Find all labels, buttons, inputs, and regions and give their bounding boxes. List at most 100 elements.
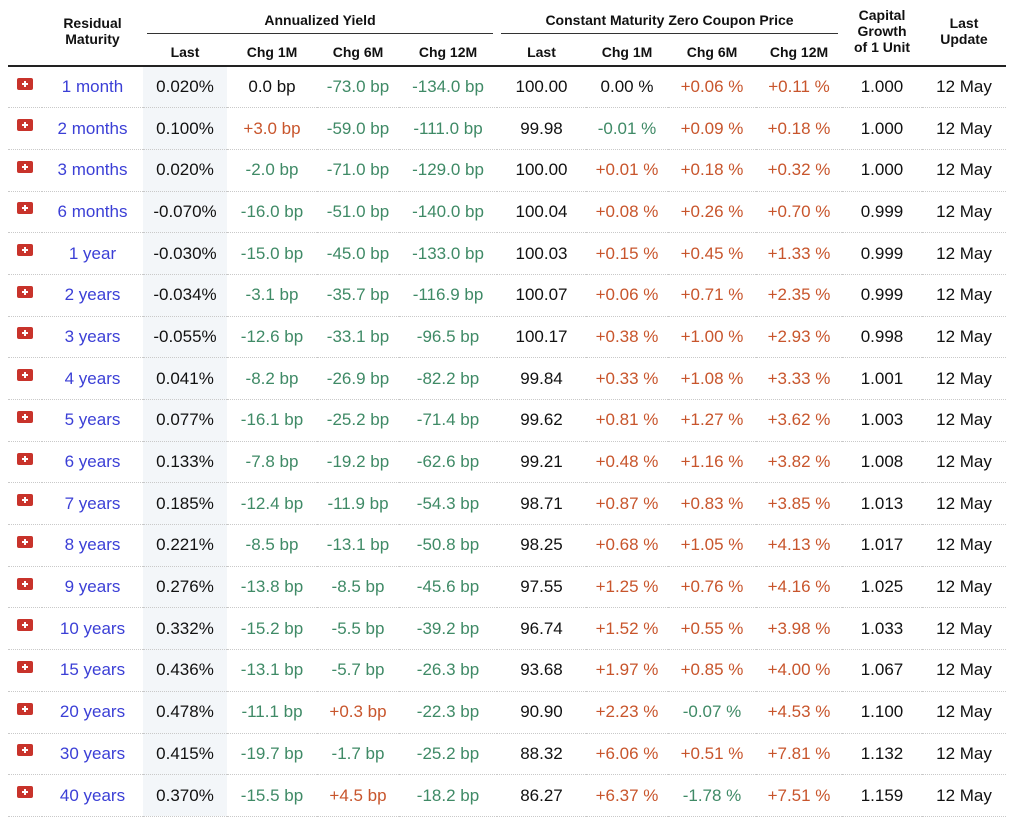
yield-chg-1m-cell: -13.8 bp bbox=[227, 565, 317, 608]
maturity-link[interactable]: 6 years bbox=[64, 452, 121, 472]
flag-cell bbox=[8, 565, 42, 608]
price-last-cell: 98.71 bbox=[497, 482, 586, 525]
maturity-link[interactable]: 9 years bbox=[64, 577, 121, 597]
price-chg-6m-cell: +0.55 % bbox=[668, 607, 756, 650]
swiss-flag-icon bbox=[17, 202, 33, 215]
maturity-link[interactable]: 3 months bbox=[57, 160, 128, 180]
yield-chg-6m-cell: -1.7 bp bbox=[317, 732, 399, 775]
flag-cell bbox=[8, 232, 42, 275]
maturity-link[interactable]: 4 years bbox=[64, 368, 121, 388]
swiss-flag-icon bbox=[17, 244, 33, 257]
swiss-flag-icon bbox=[17, 119, 33, 132]
price-last-cell: 100.17 bbox=[497, 315, 586, 358]
table-row: 30 years 0.415% -19.7 bp -1.7 bp -25.2 bp 88.… bbox=[8, 732, 1006, 775]
header-residual-maturity-line1: Residual bbox=[63, 14, 122, 31]
price-chg-12m-cell: +3.85 % bbox=[756, 482, 842, 525]
table-row: 9 years 0.276% -13.8 bp -8.5 bp -45.6 bp 97.5… bbox=[8, 565, 1006, 608]
price-chg-1m-cell: -0.01 % bbox=[586, 107, 668, 150]
maturity-link[interactable]: 20 years bbox=[59, 702, 126, 722]
maturity-link[interactable]: 1 month bbox=[61, 77, 124, 97]
price-chg-6m-cell: -0.07 % bbox=[668, 690, 756, 733]
yield-chg-12m-cell: -25.2 bp bbox=[399, 732, 497, 775]
yield-chg-6m-cell: -73.0 bp bbox=[317, 65, 399, 108]
price-chg-12m-cell: +0.32 % bbox=[756, 148, 842, 192]
yield-chg-12m-cell: -18.2 bp bbox=[399, 774, 497, 817]
yield-chg-1m-cell: -12.6 bp bbox=[227, 315, 317, 358]
price-chg-12m-cell: +1.33 % bbox=[756, 232, 842, 275]
maturity-link[interactable]: 40 years bbox=[59, 785, 126, 805]
price-chg-6m-cell: +0.76 % bbox=[668, 565, 756, 608]
yield-chg-12m-cell: -50.8 bp bbox=[399, 524, 497, 567]
yield-chg-6m-cell: -26.9 bp bbox=[317, 357, 399, 400]
last-update-cell: 12 May bbox=[922, 273, 1006, 317]
price-chg-1m-cell: +0.87 % bbox=[586, 482, 668, 525]
yield-last-cell: 0.478% bbox=[143, 690, 227, 733]
price-last-cell: 98.25 bbox=[497, 524, 586, 567]
flag-cell bbox=[8, 774, 42, 817]
price-chg-6m-cell: +0.26 % bbox=[668, 190, 756, 233]
price-chg-6m-cell: +1.00 % bbox=[668, 315, 756, 358]
header-capital-growth-line3: of 1 Unit bbox=[854, 38, 910, 55]
yield-chg-12m-cell: -96.5 bp bbox=[399, 315, 497, 358]
yield-last-cell: -0.055% bbox=[143, 315, 227, 358]
yield-chg-12m-cell: -45.6 bp bbox=[399, 565, 497, 608]
price-chg-1m-cell: 0.00 % bbox=[586, 65, 668, 108]
header-flag-sub bbox=[8, 38, 42, 66]
price-chg-12m-cell: +4.13 % bbox=[756, 524, 842, 567]
price-chg-12m-cell: +4.53 % bbox=[756, 690, 842, 733]
yield-chg-12m-cell: -39.2 bp bbox=[399, 607, 497, 650]
price-last-cell: 100.03 bbox=[497, 232, 586, 275]
price-chg-12m-cell: +0.11 % bbox=[756, 65, 842, 108]
last-update-cell: 12 May bbox=[922, 607, 1006, 650]
yield-last-cell: 0.436% bbox=[143, 649, 227, 692]
header-yield-chg-1m: Chg 1M bbox=[246, 43, 298, 60]
yield-chg-12m-cell: -140.0 bp bbox=[399, 190, 497, 233]
maturity-link[interactable]: 1 year bbox=[68, 243, 117, 263]
capital-growth-cell: 1.008 bbox=[842, 440, 922, 483]
maturity-link[interactable]: 30 years bbox=[59, 743, 126, 763]
yield-chg-12m-cell: -134.0 bp bbox=[399, 65, 497, 108]
price-last-cell: 100.04 bbox=[497, 190, 586, 233]
price-last-cell: 97.55 bbox=[497, 565, 586, 608]
maturity-link[interactable]: 3 years bbox=[64, 326, 121, 346]
price-last-cell: 99.21 bbox=[497, 440, 586, 483]
price-chg-12m-cell: +3.82 % bbox=[756, 440, 842, 483]
price-last-cell: 99.62 bbox=[497, 399, 586, 442]
header-capital-growth-line2: Growth bbox=[857, 22, 907, 39]
yield-last-cell: -0.070% bbox=[143, 190, 227, 233]
price-chg-1m-cell: +0.68 % bbox=[586, 524, 668, 567]
price-chg-1m-cell: +0.08 % bbox=[586, 190, 668, 233]
last-update-cell: 12 May bbox=[922, 524, 1006, 567]
price-chg-1m-cell: +6.37 % bbox=[586, 774, 668, 817]
header-zero-coupon-price: Constant Maturity Zero Coupon Price bbox=[497, 0, 842, 38]
yield-chg-1m-cell: -2.0 bp bbox=[227, 148, 317, 192]
maturity-link[interactable]: 6 months bbox=[57, 201, 128, 221]
header-yield-chg-12m: Chg 12M bbox=[418, 43, 478, 60]
maturity-link[interactable]: 8 years bbox=[64, 535, 121, 555]
last-update-cell: 12 May bbox=[922, 148, 1006, 192]
table-row: 3 years -0.055% -12.6 bp -33.1 bp -96.5 bp 10… bbox=[8, 315, 1006, 358]
capital-growth-cell: 1.025 bbox=[842, 565, 922, 608]
maturity-cell: 30 years bbox=[42, 732, 143, 775]
price-last-cell: 96.74 bbox=[497, 607, 586, 650]
maturity-link[interactable]: 7 years bbox=[64, 493, 121, 513]
maturity-link[interactable]: 2 years bbox=[64, 285, 121, 305]
last-update-cell: 12 May bbox=[922, 399, 1006, 442]
yield-chg-6m-cell: -35.7 bp bbox=[317, 273, 399, 317]
maturity-link[interactable]: 15 years bbox=[59, 660, 126, 680]
header-flag bbox=[8, 0, 42, 38]
swiss-flag-icon bbox=[17, 494, 33, 507]
capital-growth-cell: 1.033 bbox=[842, 607, 922, 650]
header-annualized-yield: Annualized Yield bbox=[143, 0, 497, 38]
yield-chg-12m-cell: -129.0 bp bbox=[399, 148, 497, 192]
yield-table: Residual Maturity Annualized Yield Const… bbox=[8, 0, 1006, 817]
maturity-link[interactable]: 2 months bbox=[57, 118, 128, 138]
capital-growth-cell: 1.000 bbox=[842, 148, 922, 192]
yield-chg-6m-cell: +4.5 bp bbox=[317, 774, 399, 817]
price-chg-6m-cell: +1.05 % bbox=[668, 524, 756, 567]
capital-growth-cell: 1.017 bbox=[842, 524, 922, 567]
swiss-flag-icon bbox=[17, 619, 33, 632]
capital-growth-cell: 0.999 bbox=[842, 232, 922, 275]
maturity-link[interactable]: 10 years bbox=[59, 618, 126, 638]
maturity-link[interactable]: 5 years bbox=[64, 410, 121, 430]
